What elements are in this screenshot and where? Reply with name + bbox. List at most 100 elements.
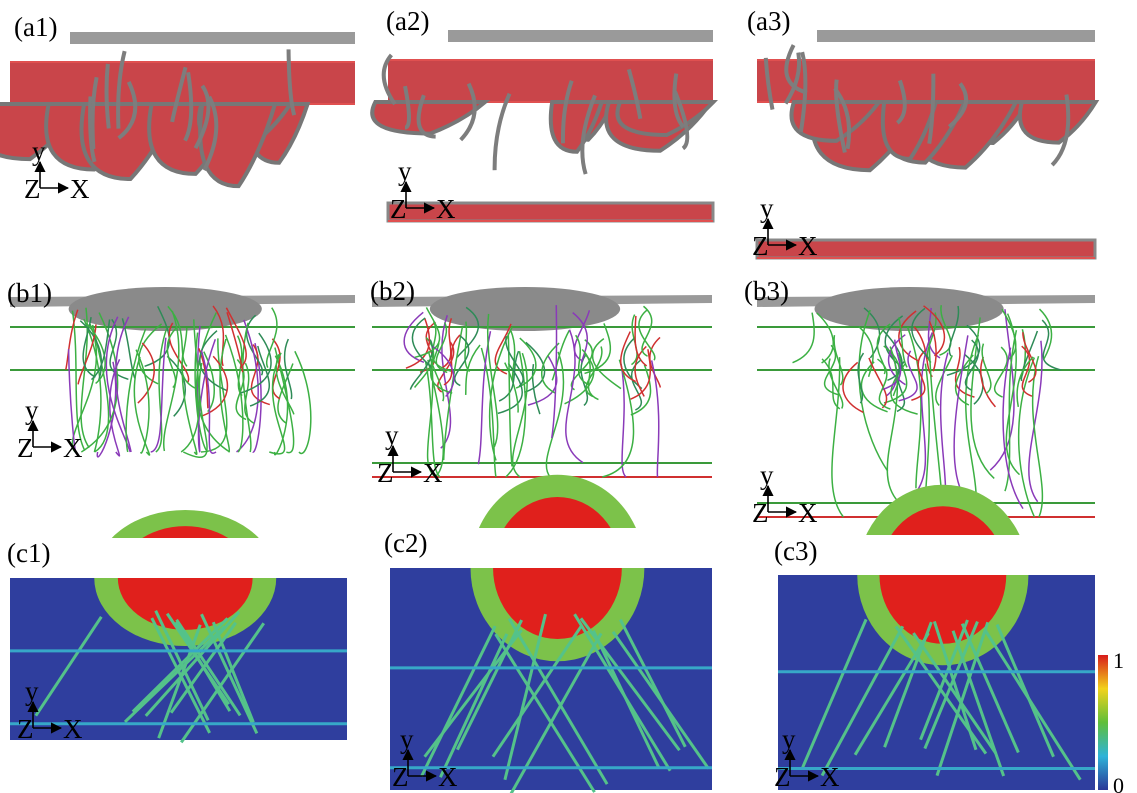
axis-z: Z <box>392 762 409 792</box>
dislocation-line <box>71 323 97 453</box>
dislocation-line <box>477 331 492 465</box>
dislocation-line <box>911 307 930 359</box>
dislocation-line <box>137 342 155 404</box>
dislocation <box>947 82 969 129</box>
slip-band <box>801 618 868 769</box>
dislocation-line <box>226 312 244 373</box>
dislocation-line <box>453 334 470 387</box>
slip-band <box>912 632 998 755</box>
slip-band <box>611 630 710 770</box>
dislocation-line <box>634 315 648 367</box>
dislocation-line <box>515 337 537 389</box>
axis-y: y <box>760 460 774 490</box>
dislocation-line <box>898 317 908 368</box>
dislocation-line <box>630 359 643 411</box>
dislocation-line <box>162 310 180 452</box>
dislocation-line <box>82 317 96 378</box>
dislocation-line <box>115 316 132 453</box>
dislocation-line <box>858 309 889 472</box>
dislocation-line <box>1022 332 1037 383</box>
dislocation-line <box>427 351 445 402</box>
slip-band <box>150 617 211 734</box>
slip-band <box>935 621 990 777</box>
dislocation-line <box>1028 340 1043 503</box>
dislocation-line <box>90 319 111 381</box>
dislocation-line <box>414 307 441 359</box>
slip-band <box>123 625 226 723</box>
dislocation-line <box>630 349 652 400</box>
dislocation-line <box>980 356 996 408</box>
dislocation <box>763 57 775 110</box>
dislocation-line <box>200 350 217 454</box>
dislocation-line <box>551 329 570 381</box>
axis-x: X <box>63 714 83 744</box>
dislocation-line <box>565 329 584 464</box>
dislocation-line <box>505 351 527 478</box>
panel-label: (b1) <box>7 278 52 308</box>
dislocation-line <box>1041 319 1062 371</box>
dislocation-line <box>283 338 293 400</box>
dislocation-line <box>981 343 992 395</box>
axis-z: Z <box>752 231 769 261</box>
dislocation-line <box>630 364 652 416</box>
grey-cloud <box>814 287 1004 331</box>
dislocation-line <box>200 338 228 453</box>
axis-x: X <box>436 194 456 224</box>
axis-x: X <box>438 762 458 792</box>
dislocation-line <box>926 312 937 364</box>
dislocation-line <box>497 362 523 415</box>
slip-band <box>175 618 242 717</box>
dislocation-line <box>1005 313 1021 476</box>
dislocation-line <box>121 318 136 379</box>
slip-band <box>169 621 237 714</box>
dislocation-line <box>236 319 259 453</box>
dislocation <box>459 82 477 142</box>
panel-label: (a1) <box>14 12 57 42</box>
colorbar-min: 0 <box>1113 773 1124 793</box>
dislocation <box>90 76 99 150</box>
dislocation-line <box>948 305 960 357</box>
dislocation <box>492 92 512 171</box>
dislocation-line <box>551 305 558 439</box>
dislocation-line <box>155 328 168 453</box>
dislocation <box>833 87 852 150</box>
slip-band <box>144 610 241 717</box>
dislocation-line <box>545 351 565 478</box>
dislocation-line <box>273 355 289 456</box>
dislocation-line <box>504 362 519 413</box>
dislocation-line <box>133 356 151 456</box>
dislocation-line <box>487 313 499 448</box>
dislocation-line <box>464 321 471 373</box>
panel: (c1) yZ X <box>7 509 349 744</box>
dislocation-line <box>816 312 834 364</box>
dislocation <box>202 95 219 172</box>
dislocation-line <box>857 352 865 404</box>
dislocation-line <box>1020 330 1039 382</box>
dislocation-line <box>269 352 286 455</box>
dislocation-line <box>86 322 106 385</box>
dislocation-line <box>954 354 974 406</box>
slip-band <box>919 619 969 741</box>
panel-label: (b2) <box>370 276 415 306</box>
dislocation-line <box>923 305 946 357</box>
axis-y: y <box>32 136 46 166</box>
dislocation-line <box>821 358 841 410</box>
dislocation-line <box>167 305 188 367</box>
dislocation-line <box>898 350 918 402</box>
dislocation-line <box>294 350 312 455</box>
dislocation-line <box>882 329 903 382</box>
dislocation-line <box>1002 347 1024 510</box>
dislocation <box>416 94 436 139</box>
axis-x: X <box>798 231 818 261</box>
red-sheet <box>198 102 278 189</box>
dislocation-line <box>541 342 560 394</box>
slip-band <box>503 613 547 781</box>
slip-band <box>995 623 1055 758</box>
dislocation-line <box>435 322 448 374</box>
dislocation-line <box>498 350 520 402</box>
dislocation <box>381 53 397 106</box>
dislocation-line <box>426 358 437 478</box>
axis-x: X <box>798 498 818 528</box>
dislocation-line <box>109 318 129 381</box>
axis-z: Z <box>17 714 34 744</box>
